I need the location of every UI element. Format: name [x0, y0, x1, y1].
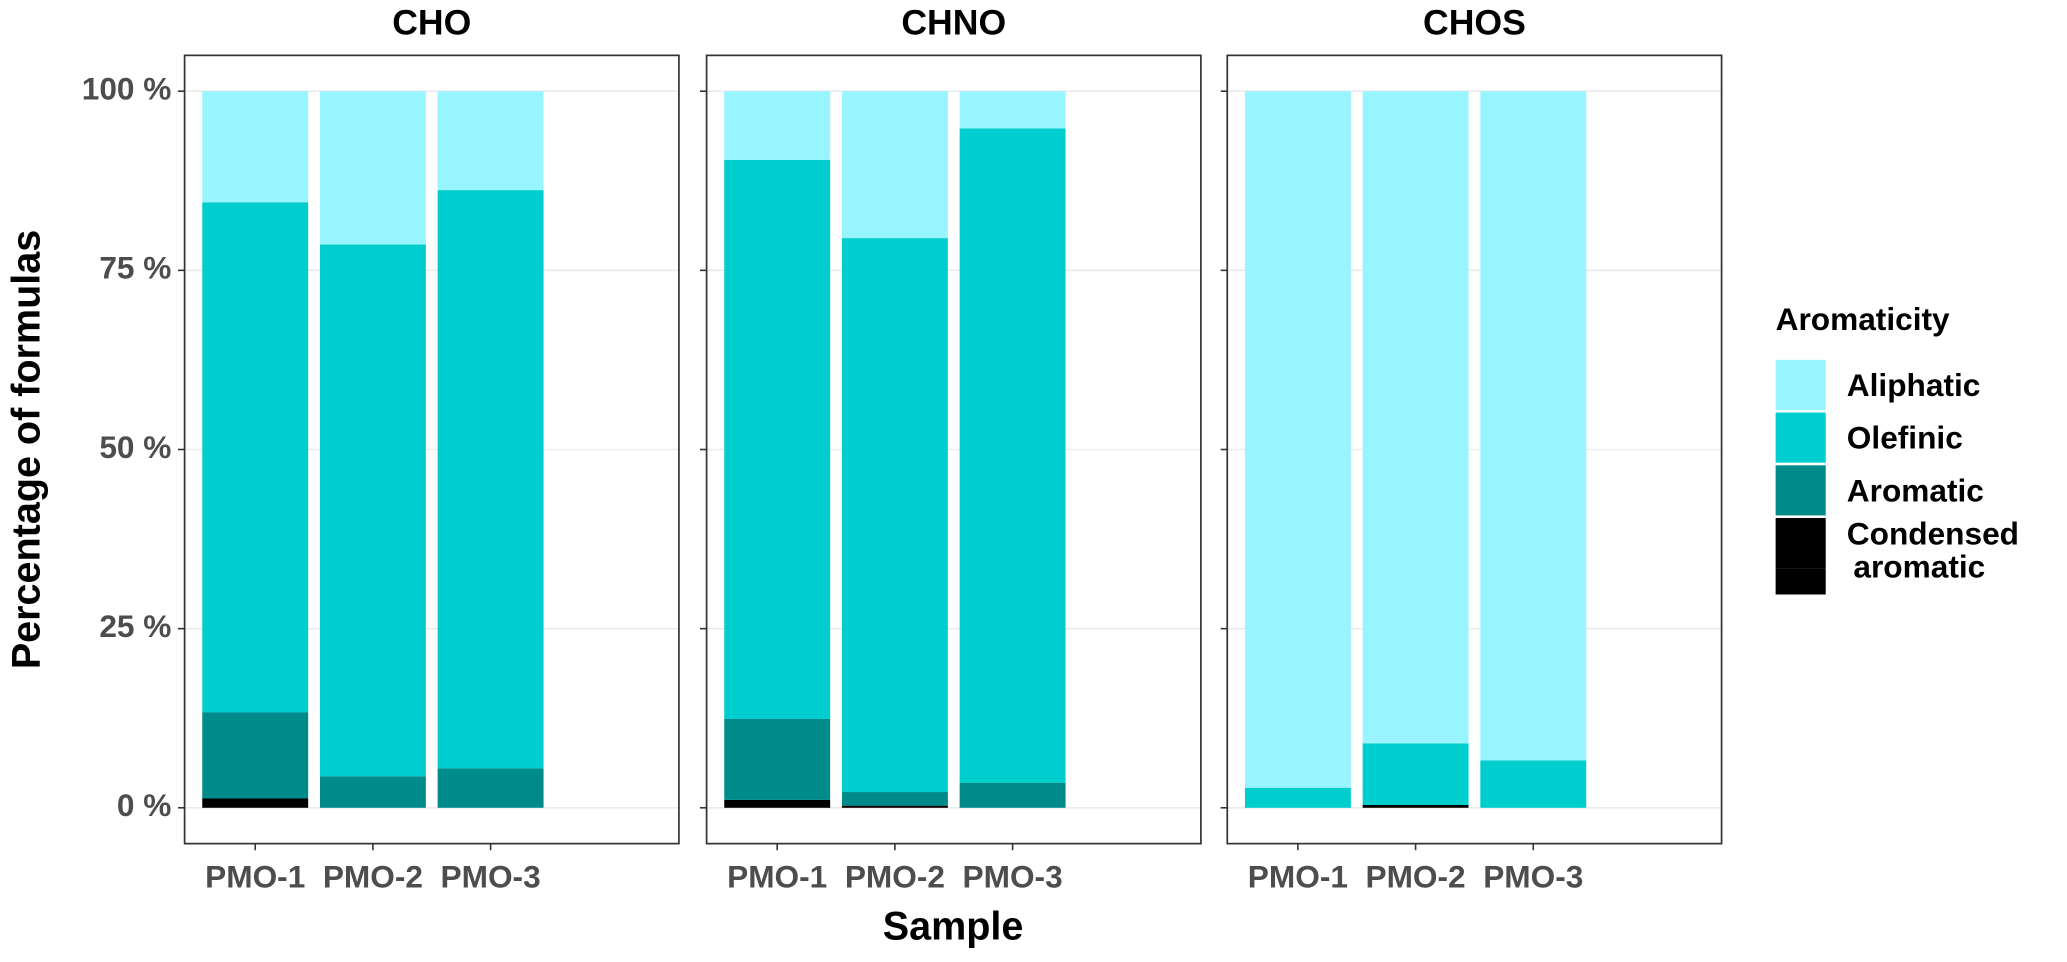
x-tick-label: PMO-2 — [323, 859, 423, 895]
bar-segment — [724, 718, 831, 800]
bar-segment — [1362, 743, 1469, 805]
bar-segment — [1480, 760, 1587, 808]
bar-segment — [959, 91, 1066, 129]
legend-key — [1775, 518, 1826, 569]
bar-segment — [841, 805, 948, 808]
bar-segment — [959, 128, 1066, 783]
bar-segment — [319, 776, 426, 808]
bar-segment — [437, 768, 544, 808]
legend-label: Aliphatic — [1847, 367, 1981, 403]
panel-border — [705, 54, 1202, 845]
bar-segment — [1244, 91, 1351, 788]
x-tick-label: PMO-2 — [1366, 859, 1466, 895]
bar-segment — [1480, 91, 1587, 761]
y-tick-label: 75 % — [99, 250, 171, 286]
bar-segment — [202, 91, 309, 203]
panel-border — [1226, 54, 1723, 845]
y-tick-label: 100 % — [82, 71, 172, 107]
bar-segment — [1362, 91, 1469, 744]
y-axis-title: Percentage of formulas — [4, 230, 48, 669]
x-tick-label: PMO-1 — [727, 859, 827, 895]
bar-segment — [202, 798, 309, 808]
panel-title: CHO — [392, 2, 471, 42]
bar-segment — [841, 91, 948, 239]
legend-key — [1775, 465, 1826, 516]
x-axis-title: Sample — [883, 905, 1024, 949]
bar-segment — [1362, 804, 1469, 808]
bar-segment — [437, 190, 544, 769]
x-tick-label: PMO-3 — [1483, 859, 1583, 895]
bar-segment — [437, 91, 544, 191]
legend-key-extension — [1775, 568, 1826, 595]
x-tick-label: PMO-3 — [963, 859, 1063, 895]
legend-label: Condensed aromatic — [1847, 516, 2028, 585]
bar-segment — [724, 159, 831, 719]
legend-key — [1775, 412, 1826, 463]
legend-label: Olefinic — [1847, 420, 1963, 456]
x-tick-label: PMO-1 — [205, 859, 305, 895]
panel-title: CHNO — [901, 2, 1006, 42]
bar-segment — [202, 202, 309, 713]
panel-title: CHOS — [1423, 2, 1526, 42]
x-tick-label: PMO-3 — [441, 859, 541, 895]
bar-segment — [841, 238, 948, 793]
bar-segment — [319, 91, 426, 245]
panel-border — [183, 54, 680, 845]
y-tick-label: 50 % — [99, 429, 171, 465]
x-tick-label: PMO-1 — [1248, 859, 1348, 895]
bar-segment — [202, 712, 309, 799]
legend-title: Aromaticity — [1776, 301, 1950, 337]
y-tick-label: 0 % — [117, 787, 171, 823]
bar-segment — [841, 792, 948, 806]
bar-segment — [1244, 787, 1351, 808]
y-tick-label: 25 % — [99, 608, 171, 644]
x-tick-label: PMO-2 — [845, 859, 945, 895]
bar-segment — [319, 244, 426, 777]
bar-segment — [959, 782, 1066, 808]
legend-label: Aromatic — [1847, 472, 1984, 508]
legend-key — [1775, 359, 1826, 410]
bar-segment — [724, 799, 831, 808]
bar-segment — [724, 91, 831, 160]
